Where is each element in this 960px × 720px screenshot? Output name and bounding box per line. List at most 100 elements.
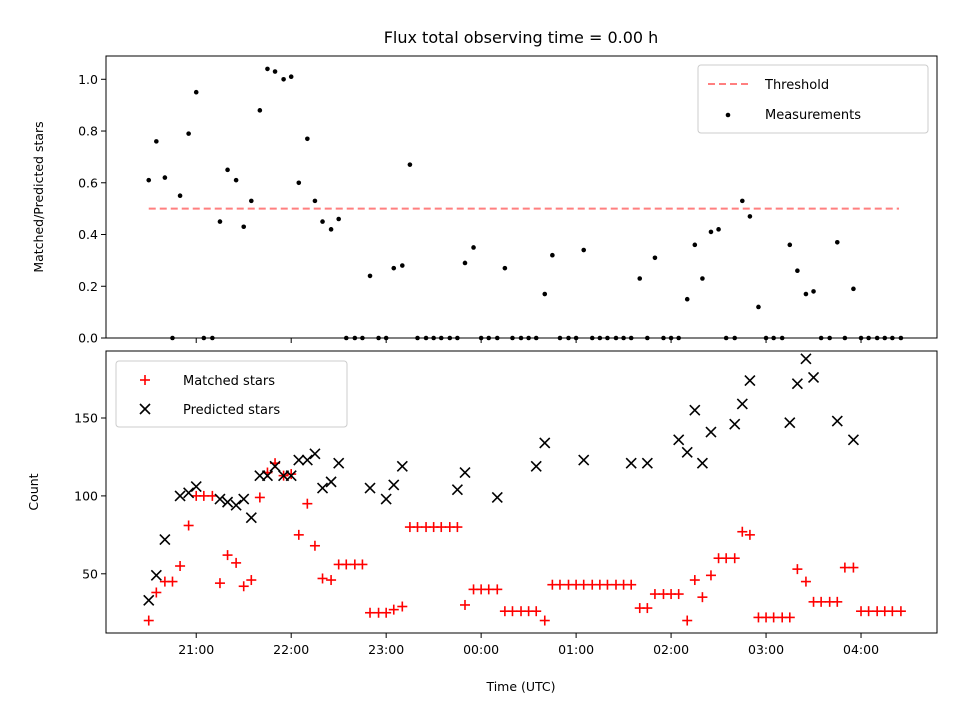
cross-b xyxy=(143,594,155,606)
matched-stars-point xyxy=(207,490,218,501)
top-legend: Threshold Measurements xyxy=(697,64,929,134)
matched-stars-point xyxy=(452,522,463,533)
predicted-stars-point xyxy=(689,404,701,416)
cross-b xyxy=(159,533,171,546)
measurement-point xyxy=(550,252,555,258)
measurement-point xyxy=(328,227,334,232)
matched-stars-point xyxy=(222,550,233,561)
top-y-tick-label: 0.0 xyxy=(78,331,98,346)
predicted-stars-point xyxy=(625,457,637,469)
matched-stars-point xyxy=(293,529,304,540)
matched-stars-point xyxy=(309,540,320,551)
predicted-stars-point xyxy=(380,493,392,505)
matched-stars-point xyxy=(848,562,859,573)
cross-b xyxy=(696,457,708,469)
matched-stars-point xyxy=(642,603,653,614)
predicted-stars-point xyxy=(245,512,257,524)
cross-b xyxy=(150,569,162,581)
matched-stars-point xyxy=(238,581,249,592)
cross-b xyxy=(364,482,376,494)
matched-stars-point xyxy=(143,615,154,626)
matched-stars-point xyxy=(483,584,494,595)
matched-stars-point xyxy=(254,492,265,503)
matched-stars-point xyxy=(839,562,850,573)
measurement-point xyxy=(708,229,714,235)
predicted-stars-point xyxy=(491,491,503,504)
predicted-stars-point xyxy=(641,457,653,469)
bottom-plot-area xyxy=(143,353,906,626)
measurement-point xyxy=(462,260,468,266)
measurement-point xyxy=(367,273,373,279)
measurement-point xyxy=(146,177,152,183)
cross-b xyxy=(736,398,748,410)
predicted-stars-point xyxy=(190,480,202,493)
bottom-x-axis-label: Time (UTC) xyxy=(485,679,555,694)
legend-predicted-label: Predicted stars xyxy=(183,403,280,418)
predicted-stars-point xyxy=(396,460,408,472)
predicted-stars-point xyxy=(847,434,859,446)
cross-b xyxy=(625,457,637,469)
top-plot-area xyxy=(146,66,904,341)
matched-stars-point xyxy=(768,612,779,623)
measurement-point xyxy=(787,242,793,248)
cross-b xyxy=(261,470,274,482)
predicted-stars-point xyxy=(736,398,748,410)
measurement-point xyxy=(233,177,239,183)
measurement-point xyxy=(851,286,856,292)
cross-b xyxy=(388,479,400,491)
measurement-point xyxy=(834,239,840,245)
measurement-point xyxy=(502,265,508,271)
top-axes: 0.0 0.2 0.4 0.6 0.8 1.0 xyxy=(78,72,862,346)
predicted-stars-point xyxy=(221,496,234,508)
matched-stars-point xyxy=(816,596,827,607)
cross-b xyxy=(245,512,257,524)
measurement-point xyxy=(225,167,230,173)
x-tick-label: 03:00 xyxy=(748,642,784,657)
predicted-stars-point xyxy=(530,460,542,472)
matched-stars-point xyxy=(198,490,209,501)
matched-stars-point xyxy=(381,607,392,618)
predicted-stars-point xyxy=(364,482,376,494)
predicted-stars-point xyxy=(301,454,313,466)
matched-stars-point xyxy=(705,570,716,581)
measurement-point xyxy=(217,219,223,224)
predicted-stars-point xyxy=(784,417,796,429)
measurement-point xyxy=(320,219,325,224)
matched-stars-point xyxy=(697,592,708,603)
legend-matched-swatch xyxy=(140,375,150,385)
x-tick-label: 23:00 xyxy=(368,642,404,657)
measurement-point xyxy=(162,175,168,180)
matched-stars-point xyxy=(436,522,447,533)
predicted-stars-point xyxy=(285,470,297,482)
matched-stars-point xyxy=(832,596,843,607)
predicted-stars-point xyxy=(309,448,321,460)
predicted-stars-point xyxy=(143,594,155,606)
bottom-legend-box xyxy=(115,360,348,428)
predicted-stars-point xyxy=(388,479,400,491)
cross-b xyxy=(641,457,653,469)
cross-b xyxy=(530,460,542,472)
matched-stars-point xyxy=(649,589,660,600)
cross-b xyxy=(333,457,345,469)
top-legend-box xyxy=(697,64,929,134)
matched-stars-point xyxy=(388,604,399,615)
measurement-point xyxy=(740,198,745,204)
x-tick-label: 01:00 xyxy=(558,642,594,657)
matched-stars-point xyxy=(673,589,684,600)
matched-stars-point xyxy=(167,576,178,587)
matched-stars-point xyxy=(459,599,470,610)
measurement-point xyxy=(747,214,753,219)
bottom-panel: Count Time (UTC) 50 100 150 21:00 22:00 23:00… xyxy=(26,350,938,694)
matched-stars-point xyxy=(531,606,542,617)
predicted-stars-point xyxy=(230,499,242,511)
top-y-tick-label: 0.4 xyxy=(78,227,98,242)
cross-b xyxy=(396,460,408,472)
measurement-point xyxy=(803,291,809,297)
cross-b xyxy=(784,417,796,429)
cross-b xyxy=(791,378,803,390)
measurement-point xyxy=(241,224,247,230)
matched-stars-point xyxy=(151,587,162,598)
legend-matched-label: Matched stars xyxy=(183,374,275,389)
cross-b xyxy=(705,426,717,438)
measurement-point xyxy=(637,276,643,281)
